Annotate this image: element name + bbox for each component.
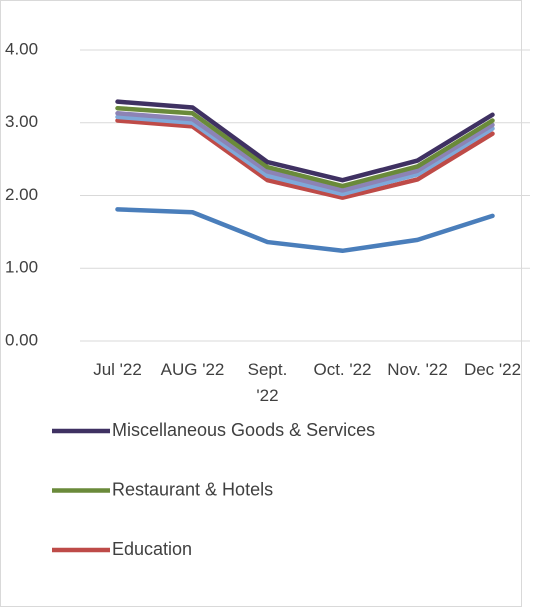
series-line [115, 118, 495, 200]
legend-label: Education [112, 539, 192, 559]
series-line [115, 114, 495, 197]
y-tick-label: 3.00 [5, 112, 38, 131]
series-line [115, 111, 495, 193]
x-tick-label: Nov. '22 [387, 360, 448, 379]
series-line [115, 99, 495, 183]
y-tick-label: 2.00 [5, 185, 38, 204]
x-tick-label: Sept. '22 [247, 360, 288, 405]
legend-label: Miscellaneous Goods & Services [112, 420, 375, 440]
y-tick-label: 4.00 [5, 39, 38, 58]
x-tick-label: Jul '22 [93, 360, 142, 379]
chart-border [0, 0, 522, 607]
y-tick-label: 1.00 [5, 258, 38, 277]
x-tick-label: Oct. '22 [313, 360, 372, 379]
y-tick-label: 0.00 [5, 330, 38, 349]
series-line [115, 105, 495, 189]
x-tick-label: Dec '22 [463, 360, 522, 379]
legend-label: Restaurant & Hotels [112, 479, 273, 499]
series-line [115, 207, 495, 254]
x-tick-label: AUG '22 [160, 360, 225, 379]
